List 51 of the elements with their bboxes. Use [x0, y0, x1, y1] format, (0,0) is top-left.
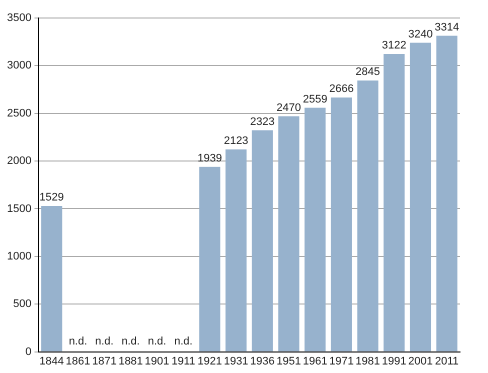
- y-tick-label: 2000: [6, 155, 32, 168]
- text: n.d.: [95, 335, 114, 348]
- x-tick-label: 1981: [356, 355, 380, 368]
- x-tick-label: 1971: [329, 355, 354, 368]
- data-label: 2323: [250, 116, 275, 128]
- x-tick-label: 1931: [224, 355, 248, 368]
- bar: [304, 108, 326, 352]
- data-label: 2666: [329, 83, 354, 96]
- bar: [410, 42, 432, 352]
- bar: [252, 130, 273, 352]
- x-tick-label: 1991: [382, 355, 406, 368]
- data-label: 3240: [408, 28, 433, 40]
- data-label: 2123: [224, 134, 248, 147]
- bar: [357, 80, 378, 352]
- data-label: 3122: [382, 40, 406, 52]
- text: n.d.: [122, 335, 140, 348]
- y-tick-label: 2500: [6, 107, 32, 120]
- x-tick-label: 1844: [39, 355, 64, 368]
- y-tick-label: 3000: [6, 60, 32, 72]
- x-tick-label: 2001: [408, 355, 433, 368]
- data-label: 2470: [276, 102, 301, 114]
- x-tick-label: 1871: [92, 355, 117, 368]
- bar: [199, 166, 220, 352]
- x-tick-label: 1881: [118, 355, 143, 368]
- bar: [436, 36, 458, 352]
- text: n.d.: [68, 335, 88, 348]
- x-tick-label: 1921: [197, 355, 222, 368]
- y-tick-label: 1000: [6, 250, 32, 262]
- text: n.d.: [148, 335, 166, 348]
- bar: [330, 98, 352, 352]
- x-tick-label: 1911: [172, 355, 196, 368]
- x-tick-label: 1901: [144, 355, 170, 368]
- bar: [41, 206, 62, 352]
- bar: [384, 54, 405, 352]
- bar: [278, 116, 300, 352]
- y-tick-label: 3500: [6, 12, 32, 24]
- text: n.d.: [174, 335, 193, 348]
- y-tick-label: 500: [13, 298, 32, 310]
- x-tick-label: 1936: [250, 355, 275, 368]
- data-label: 2845: [356, 66, 380, 78]
- data-label: 3314: [434, 21, 460, 34]
- data-label: 2559: [302, 93, 328, 106]
- data-label: 1939: [197, 152, 222, 164]
- y-tick-label: 0: [25, 346, 32, 358]
- x-tick-label: 2011: [435, 355, 459, 368]
- y-tick-label: 1500: [6, 202, 32, 215]
- bar: [226, 149, 247, 352]
- x-tick-label: 1951: [276, 355, 301, 368]
- data-label: 1529: [39, 192, 64, 204]
- x-tick-label: 1861: [66, 355, 90, 368]
- x-tick-label: 1961: [302, 355, 328, 368]
